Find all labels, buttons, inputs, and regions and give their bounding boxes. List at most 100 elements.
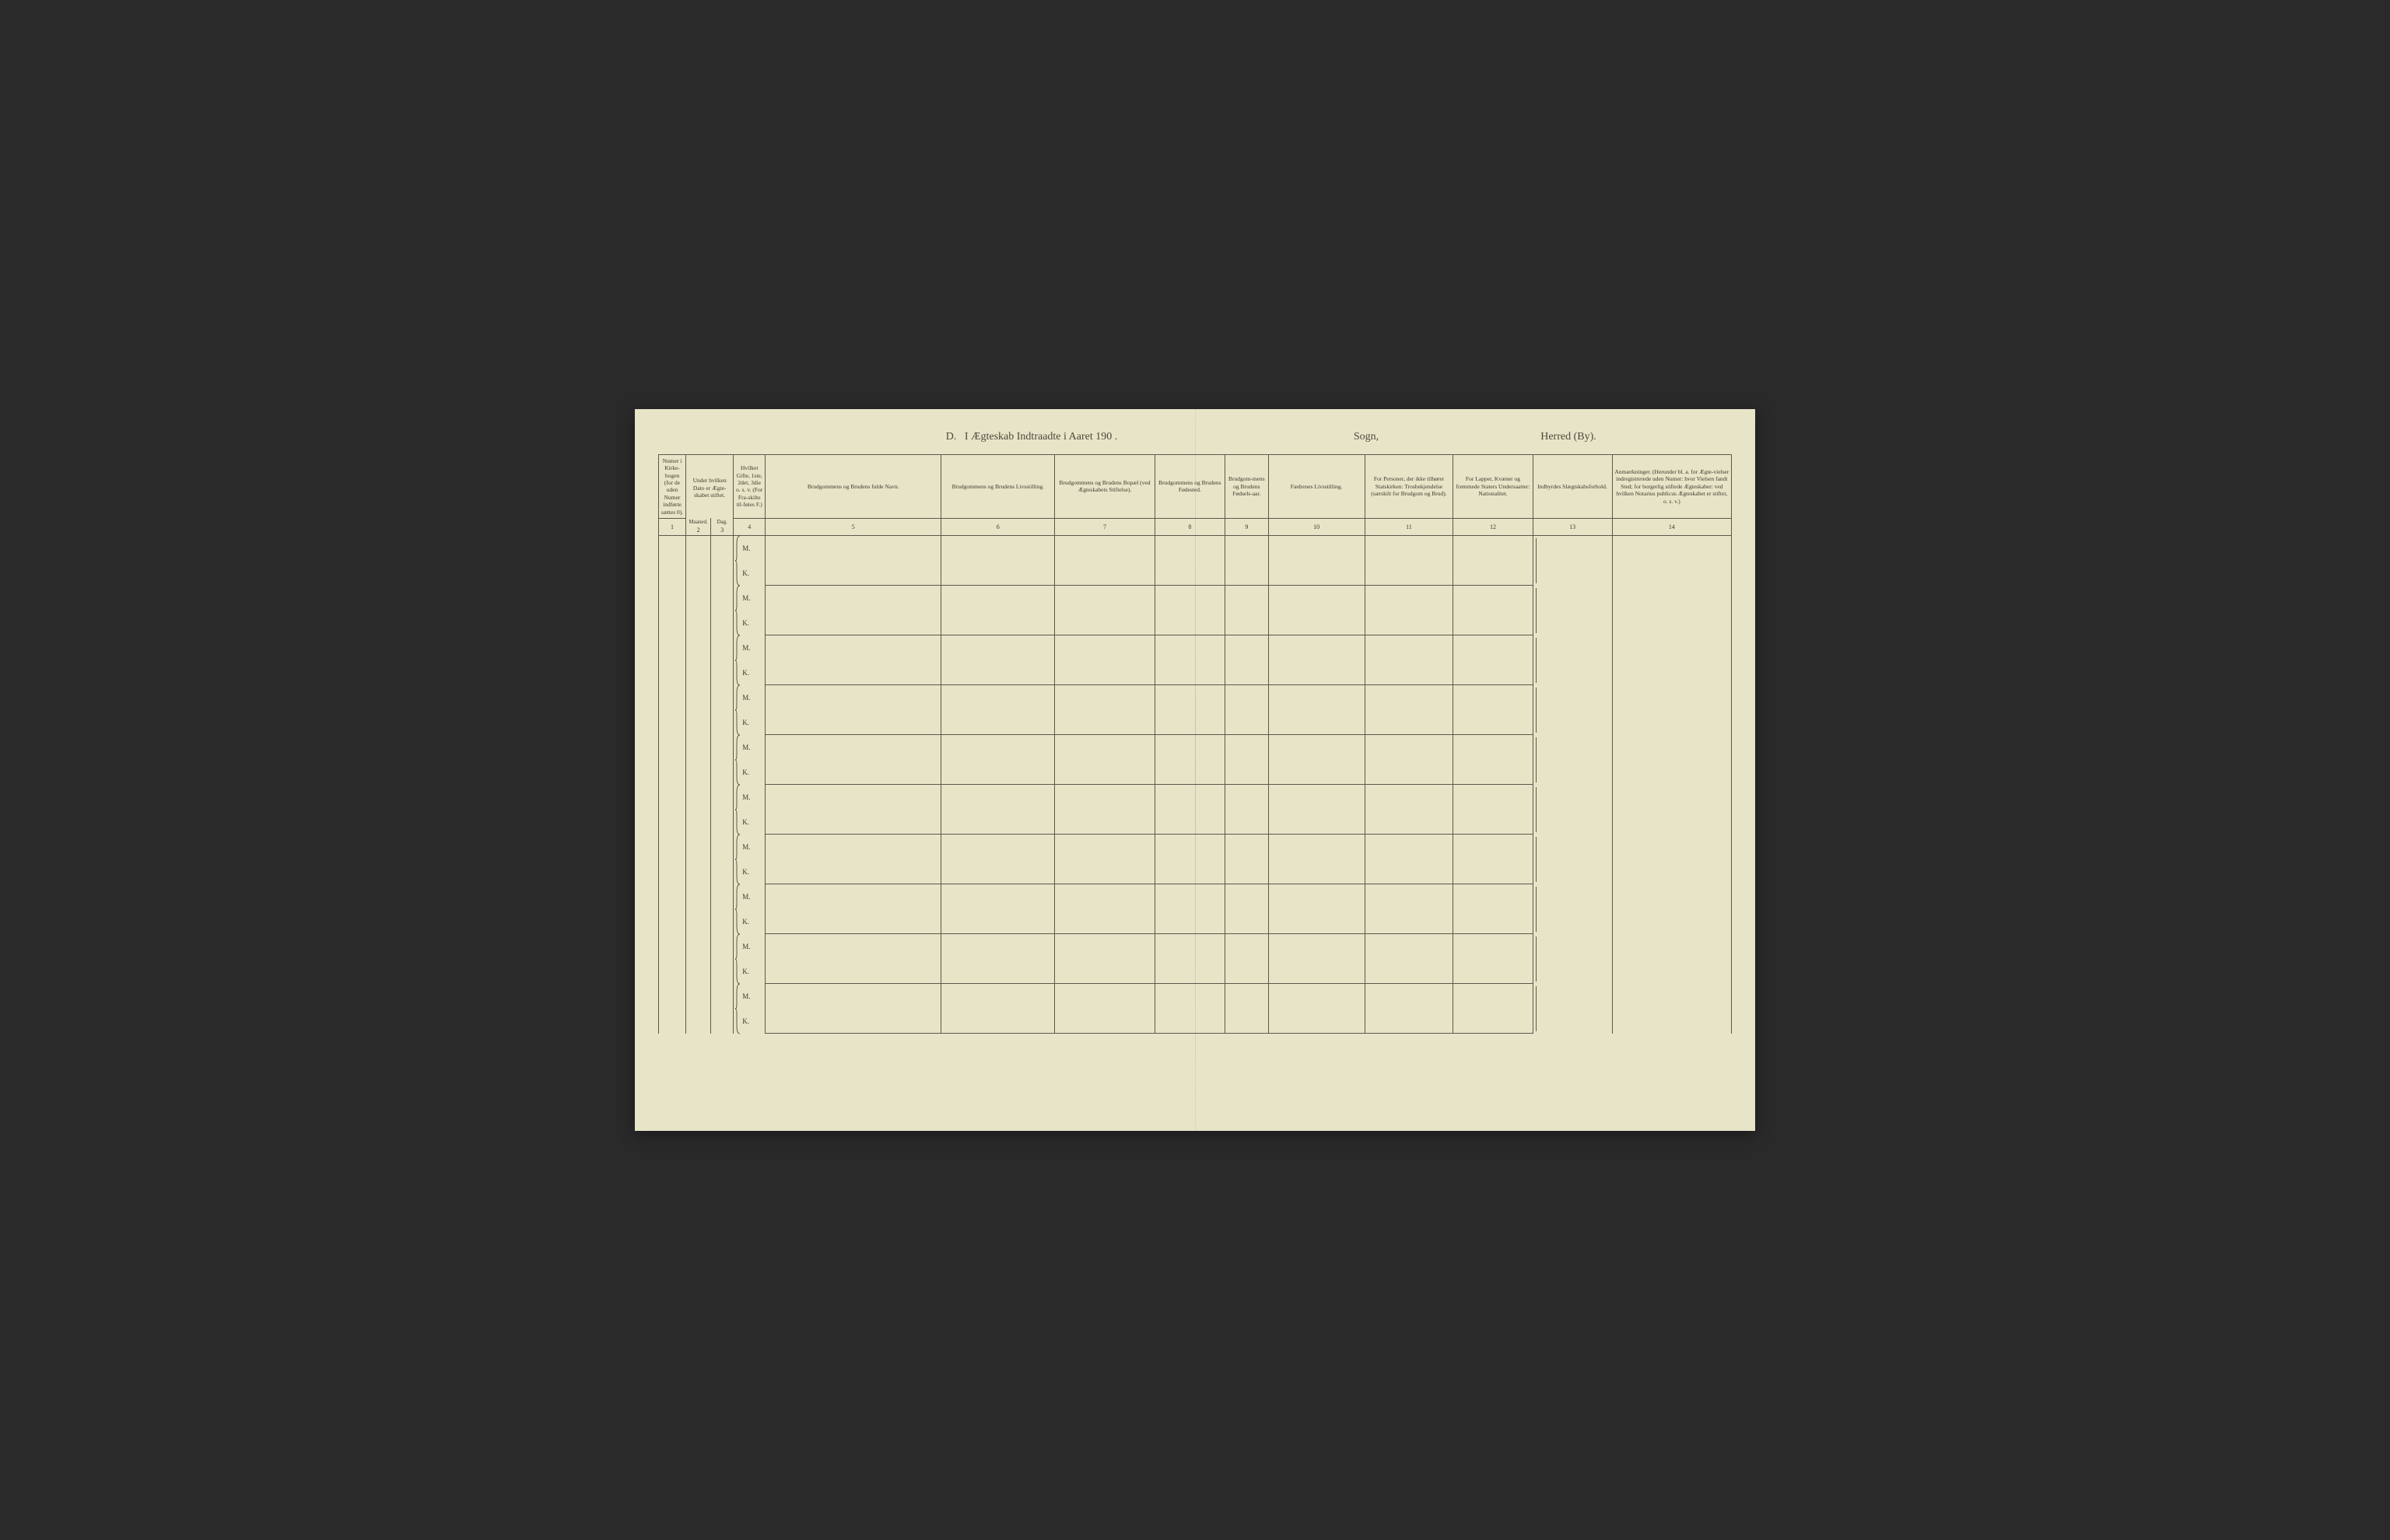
- cell-col11-m: [1365, 685, 1453, 710]
- col-header-4: Hvilket Gifte, 1ste, 2det, 3die o. s. v.…: [734, 454, 766, 518]
- cell-col5-k: [766, 660, 941, 685]
- cell-col11-m: [1365, 586, 1453, 611]
- cell-maaned: [686, 586, 711, 635]
- cell-anmaerkninger: [1612, 586, 1731, 635]
- record-row: M.K.: [659, 685, 1732, 710]
- cell-col11-k: [1365, 810, 1453, 835]
- section-letter: D.: [946, 431, 957, 443]
- cell-col12-k: [1453, 810, 1533, 835]
- cell-col12-k: [1453, 660, 1533, 685]
- record-row: M.K.: [659, 884, 1732, 909]
- cell-gifte: M.K.: [734, 934, 766, 984]
- cell-col7-m: [1055, 735, 1155, 760]
- cell-col7-m: [1055, 685, 1155, 710]
- cell-col10-k: [1268, 909, 1365, 934]
- cell-maaned: [686, 685, 711, 735]
- cell-col6-k: [941, 1009, 1055, 1034]
- cell-col10-k: [1268, 611, 1365, 635]
- cell-col12-k: [1453, 859, 1533, 884]
- cell-col10-m: [1268, 835, 1365, 859]
- cell-col7-m: [1055, 635, 1155, 660]
- cell-anmaerkninger: [1612, 685, 1731, 735]
- row-label-k: K.: [742, 1017, 749, 1025]
- header-row: Numer i Kirke-bogen (for de uden Numer i…: [659, 454, 1732, 518]
- cell-col7-k: [1055, 810, 1155, 835]
- brace-icon: [735, 534, 741, 587]
- cell-col11-k: [1365, 611, 1453, 635]
- cell-dag: [711, 884, 734, 934]
- row-label-k: K.: [742, 669, 749, 677]
- cell-col11-m: [1365, 536, 1453, 561]
- cell-col11-k: [1365, 660, 1453, 685]
- title-main: D. I Ægteskab Indtraadte i Aaret 190 .: [697, 431, 1288, 443]
- cell-col6-m: [941, 635, 1055, 660]
- colnum-13: 13: [1533, 518, 1612, 535]
- cell-col5-k: [766, 561, 941, 586]
- cell-gifte: M.K.: [734, 586, 766, 635]
- col-header-2-3-top: Under hvilken Dato er Ægte-skabet stifte…: [686, 454, 734, 518]
- cell-col8-m: [1155, 586, 1225, 611]
- cell-col6-m: [941, 934, 1055, 959]
- cell-col8-k: [1155, 561, 1225, 586]
- cell-anmaerkninger: [1612, 835, 1731, 884]
- cell-dag: [711, 536, 734, 586]
- cell-col9-m: [1225, 835, 1268, 859]
- colnum-4: 4: [734, 518, 766, 535]
- cell-col10-k: [1268, 660, 1365, 685]
- cell-col10-k: [1268, 760, 1365, 785]
- cell-numer: [659, 685, 686, 735]
- cell-gifte: M.K.: [734, 635, 766, 685]
- cell-col5-m: [766, 685, 941, 710]
- cell-col10-k: [1268, 710, 1365, 735]
- row-label-k: K.: [742, 868, 749, 876]
- cell-col11-m: [1365, 635, 1453, 660]
- col-header-8: Brudgommens og Brudens Fødested.: [1155, 454, 1225, 518]
- cell-col5-k: [766, 909, 941, 934]
- cell-slaegtskab: [1533, 536, 1612, 586]
- cell-col7-k: [1055, 1009, 1155, 1034]
- brace-icon: [735, 584, 741, 637]
- cell-col7-k: [1055, 760, 1155, 785]
- cell-col9-k: [1225, 959, 1268, 984]
- row-label-m: M.: [742, 744, 750, 751]
- cell-col11-k: [1365, 1009, 1453, 1034]
- cell-dag: [711, 586, 734, 635]
- colnum-6: 6: [941, 518, 1055, 535]
- cell-col7-k: [1055, 611, 1155, 635]
- cell-col10-k: [1268, 959, 1365, 984]
- cell-gifte: M.K.: [734, 884, 766, 934]
- cell-col9-k: [1225, 561, 1268, 586]
- cell-numer: [659, 785, 686, 835]
- cell-col11-k: [1365, 959, 1453, 984]
- cell-col7-k: [1055, 909, 1155, 934]
- row-label-m: M.: [742, 544, 750, 552]
- colnum-5: 5: [766, 518, 941, 535]
- cell-col11-k: [1365, 909, 1453, 934]
- brace-icon: [735, 783, 741, 836]
- row-label-m: M.: [742, 992, 750, 1000]
- title-row: D. I Ægteskab Indtraadte i Aaret 190 . S…: [658, 431, 1732, 443]
- cell-col6-k: [941, 611, 1055, 635]
- cell-col6-k: [941, 760, 1055, 785]
- cell-col5-k: [766, 1009, 941, 1034]
- col-header-1: Numer i Kirke-bogen (for de uden Numer i…: [659, 454, 686, 518]
- cell-col5-m: [766, 934, 941, 959]
- cell-maaned: [686, 536, 711, 586]
- cell-col9-m: [1225, 685, 1268, 710]
- colnum-2-val: 2: [687, 527, 710, 534]
- cell-col9-m: [1225, 884, 1268, 909]
- cell-col7-k: [1055, 710, 1155, 735]
- cell-col9-m: [1225, 536, 1268, 561]
- cell-col10-k: [1268, 810, 1365, 835]
- cell-col7-k: [1055, 660, 1155, 685]
- cell-col9-k: [1225, 660, 1268, 685]
- colnum-2: Maaned. 2: [686, 518, 711, 535]
- cell-maaned: [686, 635, 711, 685]
- row-label-k: K.: [742, 918, 749, 926]
- cell-col12-m: [1453, 835, 1533, 859]
- record-row: M.K.: [659, 536, 1732, 561]
- cell-col10-m: [1268, 586, 1365, 611]
- cell-col6-m: [941, 785, 1055, 810]
- cell-col8-m: [1155, 685, 1225, 710]
- cell-dag: [711, 785, 734, 835]
